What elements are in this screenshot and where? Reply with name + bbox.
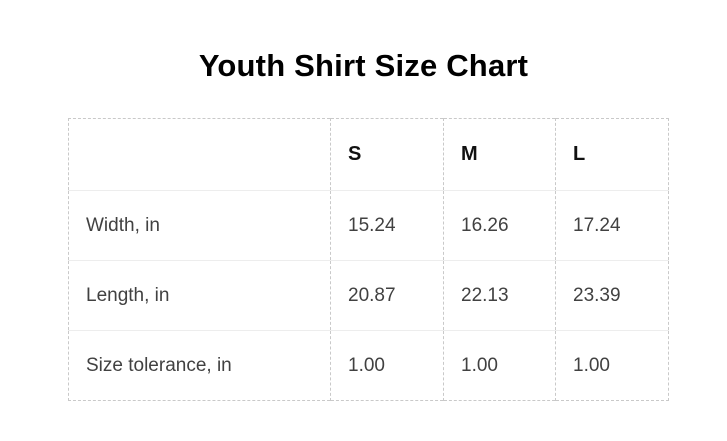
header-cell-size-l: L <box>555 118 669 191</box>
value-cell-tolerance-s: 1.00 <box>330 330 444 401</box>
value-cell-width-l: 17.24 <box>555 190 669 261</box>
header-row: S M L <box>69 118 669 191</box>
table-row-size-tolerance: Size tolerance, in 1.00 1.00 1.00 <box>68 330 669 401</box>
value-cell-width-m: 16.26 <box>443 190 556 261</box>
row-label-size-tolerance: Size tolerance, in <box>68 330 331 401</box>
row-label-width: Width, in <box>68 190 331 261</box>
row-label-length: Length, in <box>68 260 331 331</box>
header-cell-size-s: S <box>330 118 444 191</box>
value-cell-tolerance-l: 1.00 <box>555 330 669 401</box>
table-row-width: Width, in 15.24 16.26 17.24 <box>68 190 669 261</box>
value-cell-length-l: 23.39 <box>555 260 669 331</box>
value-cell-length-s: 20.87 <box>330 260 444 331</box>
table-row-length: Length, in 20.87 22.13 23.39 <box>68 260 669 331</box>
header-cell-size-m: M <box>443 118 556 191</box>
size-chart-table: S M L Width, in 15.24 16.26 17.24 Length… <box>68 118 669 401</box>
value-cell-width-s: 15.24 <box>330 190 444 261</box>
page-title: Youth Shirt Size Chart <box>198 48 529 83</box>
header-cell-empty <box>69 119 331 191</box>
value-cell-tolerance-m: 1.00 <box>443 330 556 401</box>
value-cell-length-m: 22.13 <box>443 260 556 331</box>
